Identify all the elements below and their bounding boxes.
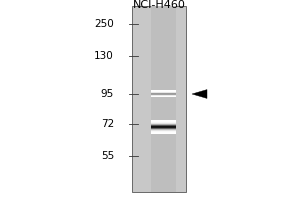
- Bar: [132, 6, 186, 192]
- Polygon shape: [192, 90, 207, 98]
- Text: 250: 250: [94, 19, 114, 29]
- Text: NCI-H460: NCI-H460: [133, 0, 185, 10]
- Text: 72: 72: [101, 119, 114, 129]
- Bar: [151, 6, 176, 192]
- Text: 130: 130: [94, 51, 114, 61]
- Text: 55: 55: [101, 151, 114, 161]
- Text: 95: 95: [101, 89, 114, 99]
